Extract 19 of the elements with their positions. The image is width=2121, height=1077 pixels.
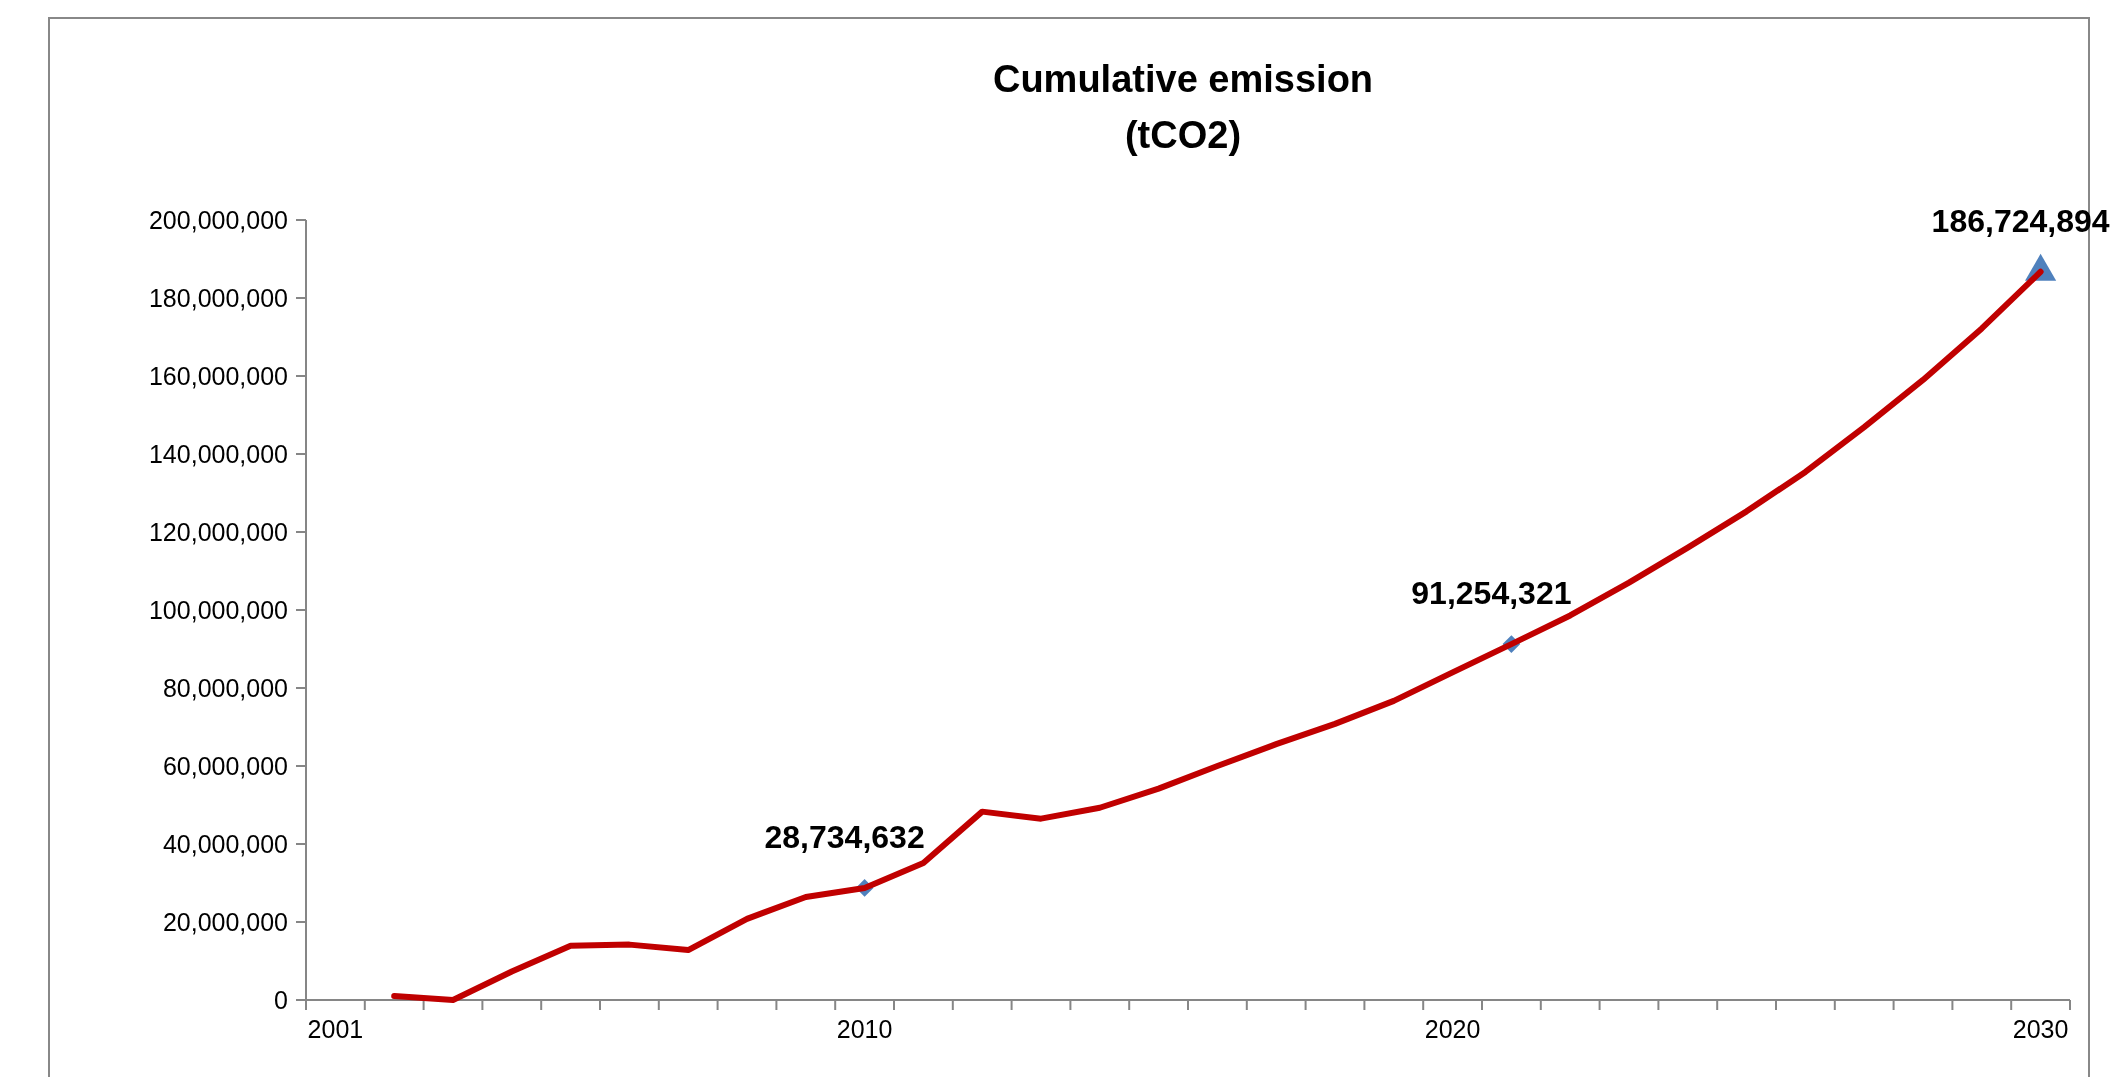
y-tick-label: 60,000,000 <box>162 751 288 780</box>
y-tick-label: 0 <box>274 985 288 1014</box>
y-tick-label: 200,000,000 <box>148 205 288 234</box>
data-label: 186,724,894 <box>1931 202 2110 239</box>
y-tick-label: 80,000,000 <box>162 673 288 702</box>
y-tick-label: 100,000,000 <box>148 595 288 624</box>
x-tick-label: 2020 <box>1424 1015 1481 1043</box>
data-label: 28,734,632 <box>764 818 925 855</box>
x-tick-label: 2001 <box>307 1015 364 1043</box>
y-tick-label: 20,000,000 <box>162 907 288 936</box>
y-tick-label: 180,000,000 <box>148 283 288 312</box>
x-tick-label: 2030 <box>2012 1015 2069 1043</box>
y-tick-label: 40,000,000 <box>162 829 288 858</box>
y-tick-label: 120,000,000 <box>148 517 288 546</box>
data-label: 91,254,321 <box>1411 575 1572 612</box>
x-tick-label: 2010 <box>836 1015 893 1043</box>
y-tick-label: 160,000,000 <box>148 361 288 390</box>
chart-title: Cumulative emission (tCO2) <box>992 58 1374 156</box>
y-tick-label: 140,000,000 <box>148 439 288 468</box>
